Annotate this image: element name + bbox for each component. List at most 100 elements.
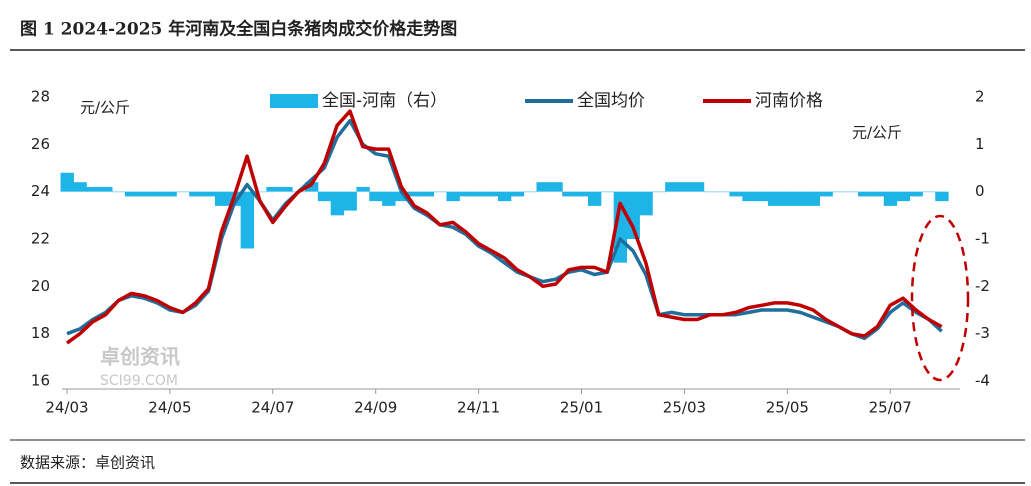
diff-bar bbox=[510, 191, 525, 197]
y-tick-label: 18 bbox=[31, 324, 50, 342]
diff-bar bbox=[497, 191, 512, 202]
y-tick-label: 24 bbox=[31, 182, 50, 200]
diff-bar bbox=[587, 191, 602, 206]
diff-bar bbox=[677, 182, 692, 192]
x-tick-label: 24/05 bbox=[148, 399, 191, 417]
y2-tick-label: -1 bbox=[975, 230, 990, 248]
legend-label: 河南价格 bbox=[755, 91, 823, 111]
source: 数据来源：卓创资讯 bbox=[20, 454, 155, 472]
price-line bbox=[66, 118, 943, 341]
diff-bar bbox=[304, 182, 319, 192]
diff-bar bbox=[433, 191, 447, 193]
diff-bar bbox=[317, 191, 332, 202]
diff-bar bbox=[124, 191, 139, 197]
x-tick-label: 24/03 bbox=[45, 399, 88, 417]
diff-bar bbox=[86, 186, 100, 192]
y2-tick-label: 1 bbox=[975, 135, 985, 153]
y2-unit: 元/公斤 bbox=[852, 124, 902, 142]
diff-bar bbox=[472, 191, 486, 197]
diff-bar bbox=[356, 186, 370, 192]
highlight-ellipse bbox=[910, 214, 970, 382]
diff-bar bbox=[755, 191, 769, 202]
diff-bar bbox=[485, 191, 499, 197]
diff-bar bbox=[523, 191, 537, 193]
diff-bar bbox=[832, 191, 846, 193]
x-tick-label: 25/01 bbox=[560, 399, 603, 417]
diff-bar bbox=[253, 191, 267, 193]
diff-bar bbox=[407, 191, 422, 197]
diff-bar bbox=[99, 186, 113, 192]
diff-bar bbox=[716, 191, 730, 193]
y2-tick-label: 2 bbox=[975, 88, 985, 106]
diff-bar bbox=[60, 172, 74, 192]
diff-bar bbox=[742, 191, 756, 202]
x-tick-label: 24/11 bbox=[457, 399, 500, 417]
watermark-site: SCI99.COM bbox=[100, 373, 178, 389]
diff-bar bbox=[279, 186, 293, 192]
diff-bar bbox=[446, 191, 460, 202]
y-unit: 元/公斤 bbox=[80, 99, 130, 117]
y-tick-label: 28 bbox=[31, 88, 50, 106]
diff-bar bbox=[935, 191, 949, 202]
diff-bar bbox=[382, 191, 396, 206]
diff-bar bbox=[330, 191, 345, 216]
y2-tick-label: -4 bbox=[975, 372, 990, 390]
legend-label: 全国均价 bbox=[577, 91, 645, 111]
diff-bar bbox=[922, 191, 936, 193]
diff-bar bbox=[793, 191, 808, 206]
diff-bar bbox=[395, 191, 409, 202]
diff-bar bbox=[896, 191, 911, 202]
diff-bar bbox=[665, 182, 679, 192]
diff-bar bbox=[73, 182, 87, 192]
y-tick-label: 16 bbox=[31, 372, 50, 390]
diff-bar bbox=[858, 191, 872, 197]
diff-bar bbox=[690, 182, 705, 192]
diff-bar bbox=[575, 191, 589, 197]
diff-bar bbox=[369, 191, 383, 202]
diff-bar bbox=[240, 191, 255, 249]
legend-swatch bbox=[270, 94, 318, 108]
diff-bar bbox=[729, 191, 743, 197]
diff-bar bbox=[214, 191, 229, 206]
diff-bar bbox=[189, 191, 203, 197]
x-tick-label: 25/05 bbox=[766, 399, 809, 417]
watermark: 卓创资讯 bbox=[100, 345, 180, 369]
diff-bar bbox=[112, 191, 126, 193]
title: 图 1 2024-2025 年河南及全国白条猪肉成交价格走势图 bbox=[20, 19, 457, 40]
diff-bar bbox=[266, 186, 280, 192]
y-tick-label: 20 bbox=[31, 277, 50, 295]
diff-bar bbox=[600, 191, 615, 193]
legend-label: 全国-河南（右） bbox=[322, 91, 447, 111]
diff-bar bbox=[459, 191, 473, 197]
diff-bar bbox=[202, 191, 216, 197]
diff-bar bbox=[626, 191, 640, 239]
diff-bar bbox=[768, 191, 782, 206]
y2-tick-label: -3 bbox=[975, 324, 990, 342]
diff-bar bbox=[562, 191, 576, 197]
diff-bar bbox=[639, 191, 653, 216]
diff-bar bbox=[819, 191, 833, 197]
diff-bar bbox=[780, 191, 795, 206]
diff-bar bbox=[163, 191, 177, 197]
diff-bar bbox=[420, 191, 435, 197]
y-tick-label: 26 bbox=[31, 135, 50, 153]
diff-bar bbox=[883, 191, 898, 206]
diff-bar bbox=[150, 191, 164, 197]
diff-bar bbox=[549, 182, 563, 192]
diff-bar bbox=[909, 191, 923, 197]
price-line bbox=[65, 109, 943, 345]
diff-bar bbox=[652, 191, 666, 193]
diff-bar bbox=[870, 191, 885, 197]
y2-tick-label: -2 bbox=[975, 277, 990, 295]
diff-bar bbox=[536, 182, 550, 192]
y2-tick-label: 0 bbox=[975, 182, 985, 200]
plot: 16 18 20 22 24 26 28 -4 -3 -2 -1 0 1 2 24/03 24/05 24/07… bbox=[31, 88, 990, 417]
diff-bar bbox=[703, 191, 718, 193]
diff-bar bbox=[137, 191, 152, 197]
diff-bar bbox=[176, 191, 190, 193]
x-tick-label: 24/07 bbox=[251, 399, 294, 417]
diff-bar bbox=[343, 191, 357, 211]
diff-bar bbox=[806, 191, 820, 206]
x-tick-label: 25/07 bbox=[869, 399, 912, 417]
